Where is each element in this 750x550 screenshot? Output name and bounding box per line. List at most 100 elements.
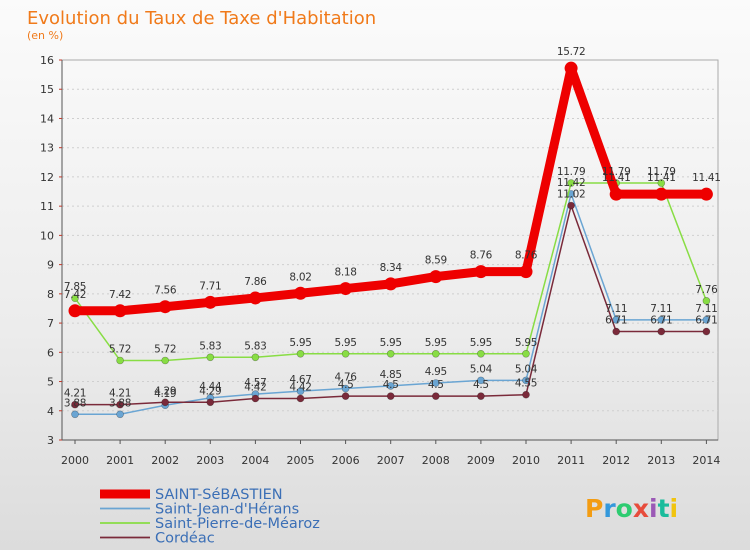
data-point xyxy=(612,327,621,336)
data-point xyxy=(71,400,79,409)
data-point xyxy=(296,349,305,358)
data-point xyxy=(431,392,440,400)
y-tick-label: 10 xyxy=(40,229,54,242)
x-tick-label: 2007 xyxy=(377,454,405,467)
y-tick-label: 7 xyxy=(47,317,54,330)
data-label: 8.76 xyxy=(515,250,538,262)
data-point xyxy=(116,400,124,409)
data-label: 4.29 xyxy=(154,385,176,397)
data-label: 11.79 xyxy=(647,166,676,178)
data-label: 5.83 xyxy=(199,340,221,352)
x-tick-label: 2001 xyxy=(106,454,134,467)
data-label: 11.41 xyxy=(602,172,631,184)
data-point xyxy=(702,327,711,336)
y-tick-label: 8 xyxy=(47,288,54,301)
data-label: 7.11 xyxy=(605,303,627,315)
data-point xyxy=(296,394,305,403)
y-tick-label: 6 xyxy=(47,346,54,359)
data-point xyxy=(158,300,172,314)
data-label: 4.57 xyxy=(244,377,266,389)
x-tick-label: 2003 xyxy=(196,454,224,467)
legend-item-saint-sebastien: SAINT-SéBASTIEN xyxy=(155,487,283,503)
data-label: 7.85 xyxy=(64,281,86,293)
data-label: 4.44 xyxy=(199,381,222,393)
y-tick-label: 13 xyxy=(40,142,54,155)
x-tick-label: 2000 xyxy=(61,454,89,467)
data-label: 6.71 xyxy=(695,315,717,327)
data-label: 4.42 xyxy=(244,381,266,393)
data-label: 5.72 xyxy=(109,343,131,355)
data-label: 7.76 xyxy=(695,284,718,296)
y-tick-label: 11 xyxy=(40,200,54,213)
data-point xyxy=(116,356,124,365)
data-label: 7.42 xyxy=(64,289,86,301)
logo-letter: i xyxy=(670,494,679,523)
data-label: 5.95 xyxy=(380,337,402,349)
data-label: 11.79 xyxy=(602,166,631,178)
data-point xyxy=(474,265,488,279)
data-point xyxy=(113,304,127,318)
data-label: 5.95 xyxy=(289,337,311,349)
data-point xyxy=(339,282,353,296)
data-label: 4.5 xyxy=(473,379,489,391)
data-label: 4.76 xyxy=(335,372,358,384)
logo-text: Proxiti xyxy=(585,494,678,523)
data-label: 8.59 xyxy=(425,255,447,267)
data-label: 4.42 xyxy=(289,381,311,393)
data-point xyxy=(477,349,485,358)
data-label: 5.95 xyxy=(515,337,537,349)
data-point xyxy=(477,376,485,385)
data-label: 7.11 xyxy=(695,303,717,315)
data-label: 7.11 xyxy=(650,303,672,315)
data-point xyxy=(431,349,440,358)
data-point xyxy=(248,291,262,305)
data-point xyxy=(657,327,666,336)
legend-item-saint-pierre-de-mearoz: Saint-Pierre-de-Méaroz xyxy=(155,516,320,532)
data-point xyxy=(116,410,124,419)
x-tick-label: 2005 xyxy=(287,454,315,467)
data-point xyxy=(702,316,711,324)
x-tick-label: 2010 xyxy=(512,454,540,467)
data-labels: 7.42 7.42 7.56 7.71 7.86 8.02 8.18 8.34 8.59 8.76… xyxy=(64,46,721,409)
data-label: 5.83 xyxy=(244,340,266,352)
data-point xyxy=(702,297,711,305)
data-label: 5.72 xyxy=(154,343,176,355)
x-tick-label: 2008 xyxy=(422,454,450,467)
data-point xyxy=(161,356,169,365)
legend-item-cordeac: Cordéac xyxy=(155,531,215,547)
data-point xyxy=(477,392,485,400)
chart-title: Evolution du Taux de Taxe d'Habitation xyxy=(27,8,376,29)
data-label: 6.71 xyxy=(650,315,672,327)
data-point xyxy=(384,277,398,291)
x-tick-label: 2011 xyxy=(557,454,585,467)
data-point xyxy=(68,304,82,318)
data-label: 11.79 xyxy=(557,166,586,178)
data-point xyxy=(203,295,217,309)
logo-letter: x xyxy=(633,494,649,523)
data-point xyxy=(567,201,575,210)
data-point xyxy=(71,410,79,419)
legend-item-saint-jean-d-herans: Saint-Jean-d'Hérans xyxy=(155,502,299,518)
data-point xyxy=(386,382,395,390)
data-point xyxy=(341,349,350,358)
data-point xyxy=(522,390,530,399)
series-saint-sebastien xyxy=(68,61,713,318)
data-point xyxy=(564,61,578,75)
data-label: 7.71 xyxy=(199,280,221,292)
data-point xyxy=(294,286,307,300)
data-point xyxy=(609,187,623,201)
data-label: 4.85 xyxy=(380,369,402,381)
data-point xyxy=(341,384,350,393)
data-label: 3.88 xyxy=(64,397,86,409)
data-point xyxy=(251,394,260,403)
data-point xyxy=(341,392,350,400)
data-label: 8.76 xyxy=(470,250,493,262)
data-point xyxy=(161,398,169,407)
data-label: 5.04 xyxy=(515,363,538,375)
data-label: 7.56 xyxy=(154,285,177,297)
data-label: 8.34 xyxy=(380,262,403,274)
chart-subtitle: (en %) xyxy=(27,29,63,42)
data-label: 4.67 xyxy=(289,374,311,386)
